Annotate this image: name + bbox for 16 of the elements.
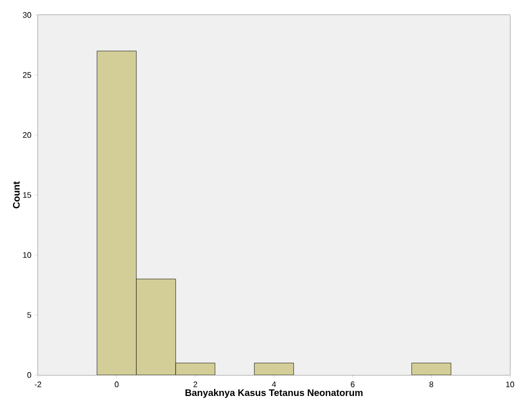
x-tick-label: -2 — [34, 382, 42, 388]
x-tick-label: 4 — [272, 382, 276, 388]
y-tick-label: 30 — [22, 12, 32, 18]
y-tick-label: 20 — [22, 132, 32, 138]
x-axis-title: Banyaknya Kasus Tetanus Neonatorum — [186, 389, 363, 398]
y-tick-label: 5 — [27, 312, 32, 318]
y-tick-label: 0 — [27, 372, 32, 378]
x-tick-label: 8 — [429, 382, 434, 388]
x-tick-label: 10 — [506, 382, 514, 388]
x-tick-label: 0 — [114, 382, 119, 388]
y-axis-title: Count — [12, 181, 20, 208]
x-tick-label: 2 — [194, 382, 198, 388]
y-tick-label: 25 — [22, 72, 32, 78]
y-tick-label: 10 — [23, 252, 32, 258]
y-tick-label: 15 — [23, 192, 32, 198]
x-tick-label: 6 — [350, 382, 355, 388]
